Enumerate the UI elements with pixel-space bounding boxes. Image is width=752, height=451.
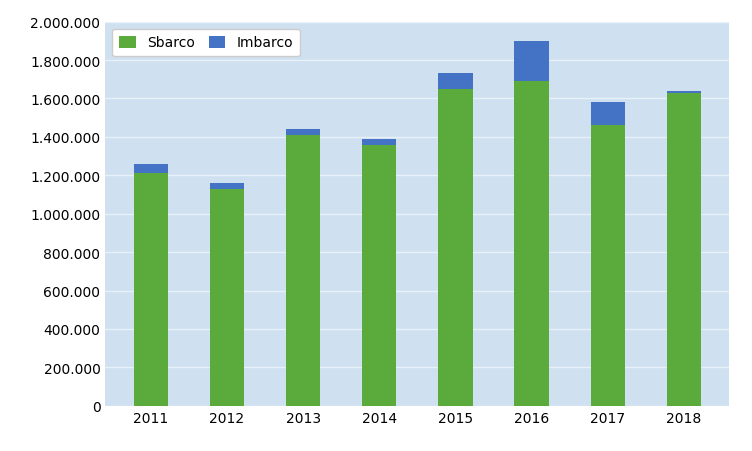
Bar: [590, 103, 625, 126]
Bar: [134, 165, 168, 174]
Bar: [134, 174, 168, 406]
Bar: [438, 74, 472, 90]
Legend: Sbarco, Imbarco: Sbarco, Imbarco: [112, 29, 300, 57]
Bar: [286, 130, 320, 136]
Bar: [438, 90, 472, 406]
Bar: [210, 184, 244, 189]
Bar: [514, 82, 549, 406]
Bar: [667, 92, 701, 93]
Bar: [362, 145, 396, 406]
Bar: [286, 136, 320, 406]
Bar: [667, 93, 701, 406]
Bar: [514, 41, 549, 82]
Bar: [362, 139, 396, 145]
Bar: [590, 126, 625, 406]
Bar: [210, 189, 244, 406]
